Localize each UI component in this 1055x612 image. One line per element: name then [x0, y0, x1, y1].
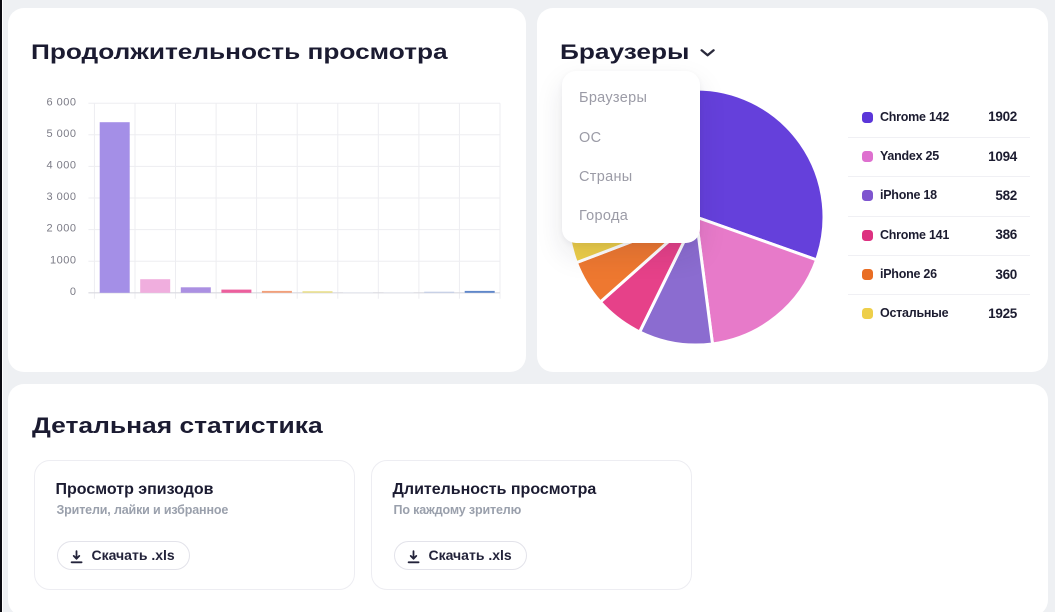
svg-text:6 000: 6 000 — [46, 96, 76, 108]
svg-text:1000: 1000 — [50, 254, 76, 266]
svg-text:2 000: 2 000 — [46, 223, 76, 235]
svg-text:3 000: 3 000 — [46, 191, 76, 203]
svg-text:5 000: 5 000 — [46, 128, 76, 140]
svg-text:0: 0 — [70, 286, 77, 298]
svg-text:4 000: 4 000 — [46, 160, 76, 172]
